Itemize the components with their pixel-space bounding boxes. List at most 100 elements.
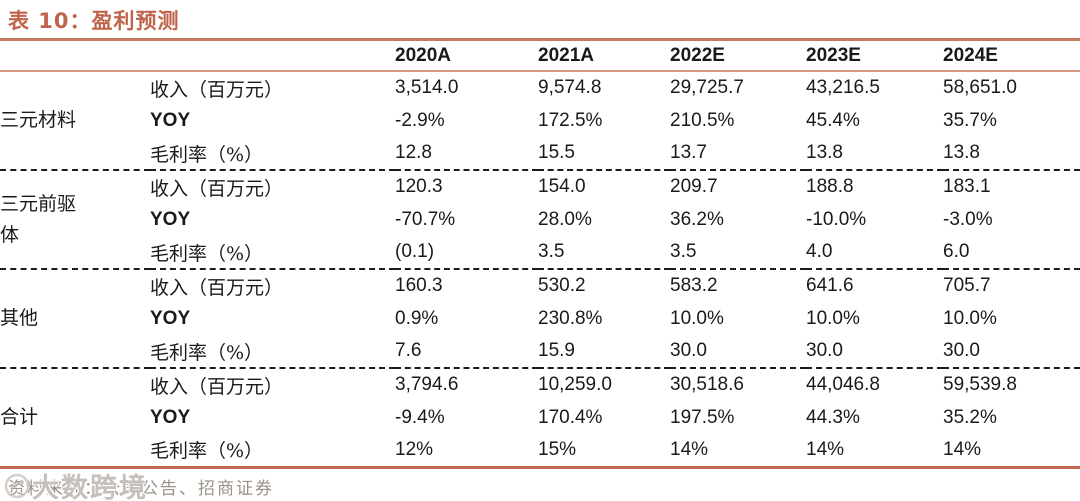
cell-value: 12%: [395, 438, 434, 460]
cell-value: 10.0%: [806, 307, 860, 329]
cell-value: 10.0%: [670, 307, 724, 329]
metric-label: 收入（百万元）: [150, 268, 395, 302]
table-row: 毛利率（%） 12% 15% 14% 14% 14%: [0, 434, 1080, 467]
source-text: 资料来源：公司公告、招商证券: [8, 479, 274, 499]
table-row: YOY -2.9% 172.5% 210.5% 45.4% 35.7%: [0, 104, 1080, 137]
col-header-2022e: 2022E: [670, 44, 725, 66]
metric-label: 收入（百万元）: [150, 367, 395, 401]
table-row: 毛利率（%） (0.1) 3.5 3.5 4.0 6.0: [0, 236, 1080, 269]
table-row: 三元材料 收入（百万元） 3,514.0 9,574.8 29,725.7 43…: [0, 71, 1080, 131]
metric-label: 毛利率（%）: [150, 341, 264, 364]
cell-value: 13.8: [943, 142, 980, 163]
metric-label: 毛利率（%）: [150, 440, 264, 463]
cell-value: 14%: [943, 438, 982, 460]
col-header-2020a: 2020A: [395, 44, 451, 66]
cell-value: -10.0%: [806, 208, 867, 230]
cell-value: 44.3%: [806, 406, 860, 428]
cell-value: 183.1: [943, 169, 1080, 203]
group-label-ternary-precursor: 三元前驱体: [0, 169, 150, 269]
table-row: 三元前驱体 收入（百万元） 120.3 154.0 209.7 188.8 18…: [0, 169, 1080, 269]
cell-value: 15.5: [538, 142, 575, 163]
table-title: 表 10：盈利预测: [0, 0, 1080, 41]
cell-value: 210.5%: [670, 109, 735, 131]
cell-value: 9,574.8: [538, 77, 602, 98]
cell-value: 15%: [538, 438, 577, 460]
cell-value: 530.2: [538, 268, 670, 302]
table-row: 其他 收入（百万元） 160.3 530.2 583.2 641.6 705.7: [0, 268, 1080, 368]
cell-value: 29,725.7: [670, 77, 744, 98]
cell-value: 15.9: [538, 340, 575, 361]
metric-label: YOY: [150, 307, 191, 329]
metric-label: 收入（百万元）: [150, 169, 395, 203]
table-row: YOY 0.9% 230.8% 10.0% 10.0% 10.0%: [0, 302, 1080, 335]
cell-value: 209.7: [670, 169, 806, 203]
cell-value: 36.2%: [670, 208, 724, 230]
group-label-other: 其他: [0, 268, 150, 368]
col-header-2021a: 2021A: [538, 44, 594, 66]
table-row: 毛利率（%） 12.8 15.5 13.7 13.8 13.8: [0, 137, 1080, 170]
cell-value: -3.0%: [943, 208, 993, 230]
cell-value: 0.9%: [395, 307, 439, 329]
table-row: YOY -9.4% 170.4% 197.5% 44.3% 35.2%: [0, 401, 1080, 434]
cell-value: 13.8: [806, 142, 843, 163]
cell-value: 30.0: [670, 340, 707, 361]
metric-label: YOY: [150, 208, 191, 230]
cell-value: -2.9%: [395, 109, 445, 131]
cell-value: 154.0: [538, 169, 670, 203]
cell-value: 35.7%: [943, 109, 997, 131]
metric-label: 毛利率（%）: [150, 143, 264, 166]
cell-value: 12.8: [395, 142, 432, 163]
cell-value: 59,539.8: [943, 367, 1080, 401]
cell-value: 3.5: [538, 241, 565, 262]
cell-value: 30.0: [943, 340, 980, 361]
cell-value: -9.4%: [395, 406, 445, 428]
empty-header-cell: [0, 41, 150, 71]
table-row: 毛利率（%） 7.6 15.9 30.0 30.0 30.0: [0, 335, 1080, 368]
cell-value: 7.6: [395, 340, 422, 361]
cell-value: 160.3: [395, 268, 538, 302]
table-row: 合计 收入（百万元） 3,794.6 10,259.0 30,518.6 44,…: [0, 367, 1080, 467]
cell-value: 641.6: [806, 268, 943, 302]
table-footer: 资料来源：公司公告、招商证券 大数跨境: [0, 465, 1080, 501]
empty-header-cell: [150, 41, 395, 71]
col-header-2023e: 2023E: [806, 44, 861, 66]
cell-value: 197.5%: [670, 406, 735, 428]
cell-value: 10.0%: [943, 307, 997, 329]
cell-value: 35.2%: [943, 406, 997, 428]
cell-value: 10,259.0: [538, 367, 670, 401]
cell-value: 58,651.0: [943, 77, 1017, 98]
cell-value: 6.0: [943, 241, 970, 262]
cell-value: 43,216.5: [806, 77, 880, 98]
cell-value: 44,046.8: [806, 367, 943, 401]
col-header-2024e: 2024E: [943, 44, 998, 66]
cell-value: -70.7%: [395, 208, 456, 230]
cell-value: 14%: [806, 438, 845, 460]
cell-value: 705.7: [943, 268, 1080, 302]
cell-value: 170.4%: [538, 406, 603, 428]
cell-value: 13.7: [670, 142, 707, 163]
group-label-total: 合计: [0, 367, 150, 467]
metric-label: 毛利率（%）: [150, 242, 264, 265]
profit-forecast-table: 2020A 2021A 2022E 2023E 2024E 三元材料 收入（百万…: [0, 41, 1080, 469]
metric-label: 收入（百万元）: [150, 78, 284, 101]
cell-value: (0.1): [395, 241, 435, 262]
cell-value: 3,794.6: [395, 367, 538, 401]
cell-value: 14%: [670, 438, 709, 460]
group-label-ternary-material: 三元材料: [0, 109, 77, 131]
metric-label: YOY: [150, 109, 191, 131]
cell-value: 3,514.0: [395, 77, 459, 98]
cell-value: 45.4%: [806, 109, 860, 131]
year-header-row: 2020A 2021A 2022E 2023E 2024E: [0, 41, 1080, 71]
cell-value: 30,518.6: [670, 367, 806, 401]
table-row: YOY -70.7% 28.0% 36.2% -10.0% -3.0%: [0, 203, 1080, 236]
cell-value: 28.0%: [538, 208, 592, 230]
cell-value: 172.5%: [538, 109, 603, 131]
cell-value: 583.2: [670, 268, 806, 302]
metric-label: YOY: [150, 406, 191, 428]
cell-value: 230.8%: [538, 307, 603, 329]
cell-value: 4.0: [806, 241, 833, 262]
cell-value: 3.5: [670, 241, 697, 262]
cell-value: 30.0: [806, 340, 843, 361]
cell-value: 188.8: [806, 169, 943, 203]
